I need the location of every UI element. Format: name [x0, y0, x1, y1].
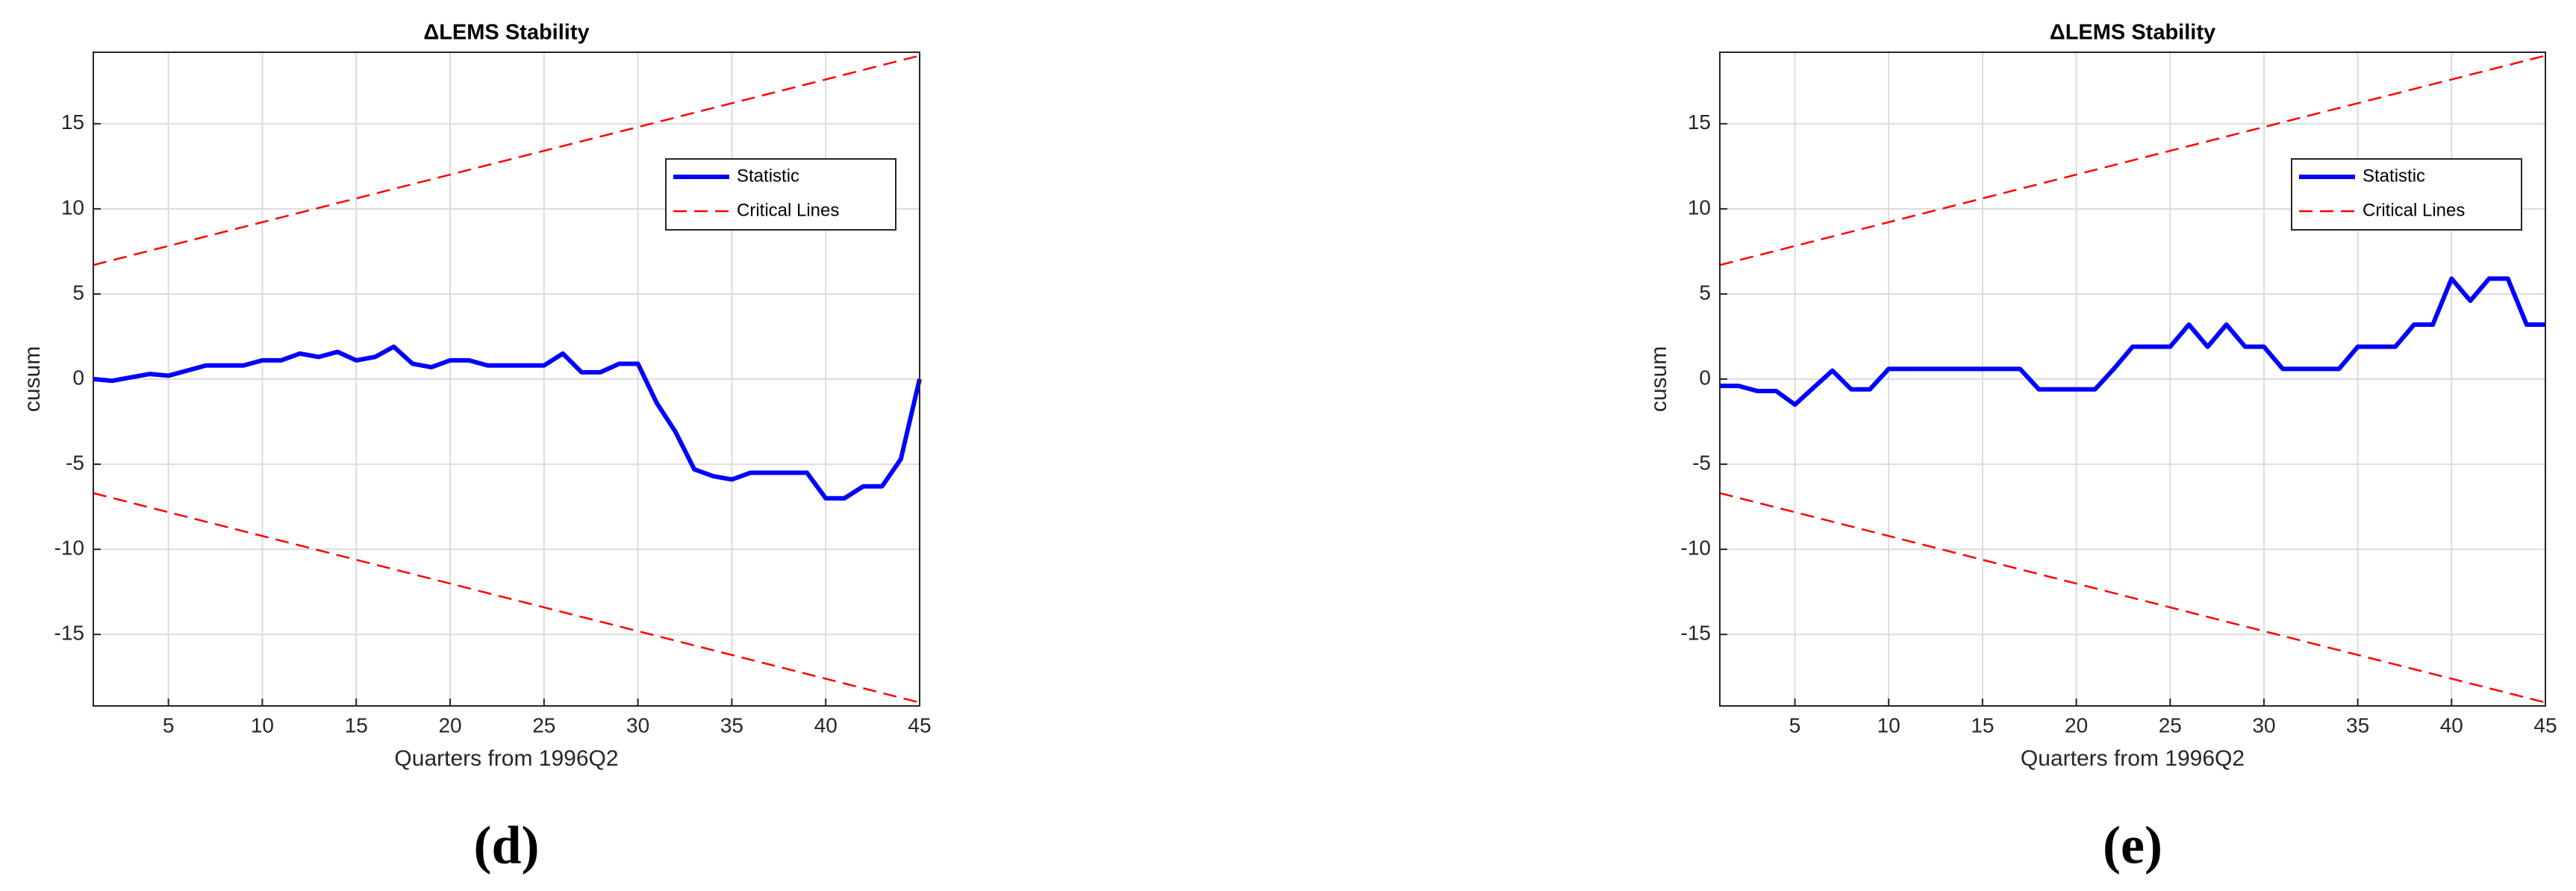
x-tick-label: 15 — [345, 713, 368, 737]
y-tick-label: 5 — [72, 281, 84, 304]
chart-title: ΔLEMS Stability — [2050, 21, 2215, 45]
legend-label: Statistic — [737, 166, 799, 186]
x-tick-label: 35 — [720, 713, 743, 737]
x-tick-label: 25 — [532, 713, 555, 737]
x-tick-label: 35 — [2346, 713, 2369, 737]
x-axis-label: Quarters from 1996Q2 — [394, 746, 618, 771]
y-tick-label: -10 — [54, 537, 84, 560]
axes-box — [1719, 51, 2546, 707]
critical-line — [1719, 54, 2546, 266]
x-tick-label: 5 — [1789, 713, 1801, 737]
legend-label: Critical Lines — [737, 200, 839, 220]
critical-line — [93, 54, 920, 266]
x-tick-label: 10 — [251, 713, 274, 737]
y-tick-label: -5 — [1692, 451, 1711, 474]
statistic-line — [93, 344, 922, 501]
chart-title: ΔLEMS Stability — [423, 21, 589, 45]
y-axis-label: cusum — [1647, 346, 1671, 412]
chart: -15 -10 -5 0 5 10 15 5 10 15 20 25 30 35 40 45 ΔLEMS Sta… — [1647, 21, 2557, 875]
y-tick-label: 5 — [1699, 281, 1711, 304]
x-tick-label: 40 — [2440, 713, 2463, 737]
y-tick-label: 0 — [72, 366, 84, 389]
y-tick-label: 15 — [1688, 110, 1711, 134]
y-tick-label: -15 — [1681, 622, 1711, 645]
x-tick-label: 25 — [2159, 713, 2182, 737]
x-tick-label: 20 — [438, 713, 461, 737]
legend-label: Statistic — [2363, 166, 2425, 186]
statistic-line — [1720, 276, 2545, 407]
y-tick-label: -15 — [54, 622, 84, 645]
y-axis-label: cusum — [20, 346, 45, 412]
chart: -15 -10 -5 0 5 10 15 5 10 15 20 25 30 35 40 45 ΔLEMS Sta… — [20, 21, 932, 875]
x-tick-label: 30 — [2252, 713, 2275, 737]
x-tick-label: 10 — [1877, 713, 1900, 737]
x-tick-label: 5 — [163, 713, 175, 737]
x-tick-label: 15 — [1971, 713, 1994, 737]
y-tick-label: 0 — [1699, 366, 1711, 389]
critical-line — [93, 492, 920, 704]
legend-label: Critical Lines — [2363, 200, 2465, 220]
x-axis-label: Quarters from 1996Q2 — [2021, 746, 2245, 771]
y-tick-label: 10 — [61, 196, 84, 219]
axes-box — [93, 51, 920, 707]
legend — [665, 158, 896, 231]
x-tick-label: 45 — [908, 713, 931, 737]
x-tick-label: 30 — [626, 713, 649, 737]
caption: (d) — [474, 816, 540, 875]
x-tick-label: 20 — [2065, 713, 2088, 737]
caption: (e) — [2103, 816, 2162, 875]
y-tick-label: -5 — [66, 451, 84, 474]
x-tick-label: 40 — [814, 713, 838, 737]
y-tick-label: -10 — [1681, 537, 1711, 560]
x-tick-label: 45 — [2533, 713, 2557, 737]
legend — [2291, 158, 2522, 231]
y-tick-label: 10 — [1688, 196, 1711, 219]
critical-line — [1719, 492, 2546, 704]
y-tick-label: 15 — [61, 110, 84, 134]
